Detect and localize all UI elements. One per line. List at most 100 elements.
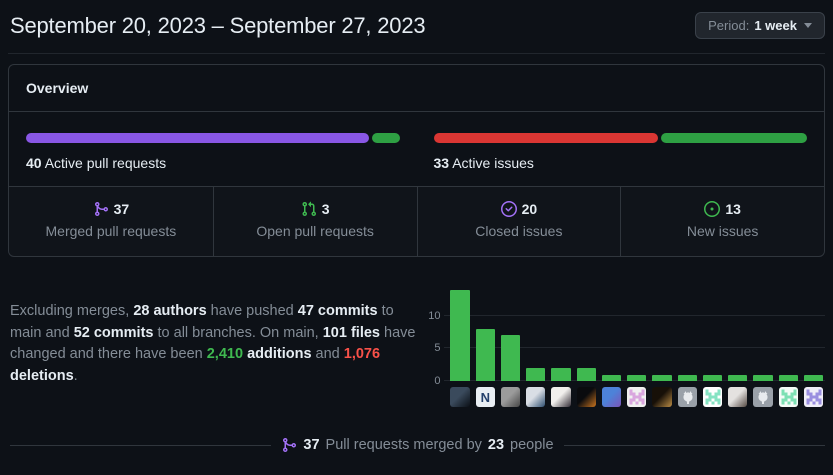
stat-merged-pull-requests[interactable]: 37 Merged pull requests	[9, 187, 213, 256]
chart-plot-area: 0 5 10	[424, 283, 825, 387]
text-segment: have changed and there have been	[10, 324, 416, 363]
pull-requests-progress-bar	[26, 133, 400, 143]
text-segment: Excluding merges,	[10, 303, 134, 319]
text-segment: 28 authors	[133, 303, 207, 319]
commit-count-bar	[728, 374, 748, 381]
commit-count-bar	[526, 367, 546, 381]
contributor-avatar[interactable]	[576, 387, 596, 407]
commit-count-bar	[753, 374, 773, 381]
chevron-down-icon	[804, 23, 812, 28]
text-segment: 52 commits	[73, 324, 154, 341]
contributor-avatar[interactable]: N	[475, 387, 495, 407]
contributor-avatar[interactable]	[551, 387, 571, 407]
activity-summary-paragraph: Excluding merges, 28 authors have pushed…	[8, 301, 424, 387]
stat-open-pull-requests[interactable]: 3 Open pull requests	[212, 187, 417, 256]
commit-count-bar	[450, 289, 470, 381]
git-pull-request-icon	[302, 201, 316, 217]
stat-label: Merged pull requests	[45, 223, 177, 239]
contributor-avatar[interactable]	[627, 387, 647, 407]
active-issues-block: 33 Active issues	[417, 112, 825, 186]
text-segment: 23	[487, 437, 505, 453]
stat-new-issues[interactable]: 13 New issues	[620, 187, 824, 256]
contributor-avatar[interactable]	[601, 387, 622, 407]
text-segment: 1,076	[343, 346, 381, 362]
active-issues-count: 33	[433, 155, 450, 171]
active-pull-requests-block: 40 Active pull requests	[9, 112, 417, 186]
pull-requests-merged-note: 37 Pull requests merged by 23 people	[271, 437, 563, 453]
text-segment: people	[510, 437, 554, 453]
text-segment: 101 files	[322, 324, 380, 341]
stat-closed-issues[interactable]: 20 Closed issues	[416, 187, 621, 256]
contributor-avatar[interactable]	[500, 387, 521, 407]
page-title: September 20, 2023 – September 27, 2023	[10, 12, 426, 38]
active-pull-requests-count: 40	[26, 155, 42, 171]
stat-label: Open pull requests	[256, 223, 374, 239]
contributor-avatar[interactable]	[652, 387, 672, 407]
text-segment: deletions	[10, 367, 74, 384]
progress-segment-open	[371, 133, 400, 143]
chart-gridline	[444, 314, 825, 316]
contributor-avatar[interactable]	[450, 387, 470, 407]
overview-stats-row: 37 Merged pull requests 3 Open pull requ…	[9, 186, 824, 256]
contributor-avatar[interactable]	[753, 387, 773, 407]
contributor-avatar[interactable]	[778, 387, 798, 407]
contributor-avatar[interactable]	[803, 387, 823, 407]
stat-value: 3	[321, 201, 330, 217]
commits-per-author-chart: 0 5 10 N	[424, 283, 825, 407]
commit-count-bar	[778, 374, 798, 381]
commit-count-bar	[803, 374, 823, 381]
stat-value-row: 37	[93, 201, 130, 217]
commit-count-bar	[576, 367, 596, 381]
commit-count-bar	[627, 374, 647, 381]
issue-opened-icon	[704, 201, 721, 217]
divider-line-left	[10, 444, 272, 446]
git-merge-icon	[283, 438, 297, 452]
progress-segment-new	[660, 133, 807, 143]
commit-count-bar	[475, 328, 495, 381]
text-segment: 37	[303, 437, 320, 453]
contributor-avatar[interactable]	[526, 387, 546, 407]
stat-label: Closed issues	[475, 223, 563, 239]
text-segment: have pushed	[206, 303, 298, 319]
y-axis-tick-label: 0	[434, 375, 441, 387]
text-segment: to main and	[10, 303, 394, 341]
overview-progress-section: 40 Active pull requests 33 Active issues	[9, 112, 824, 186]
stat-value: 20	[521, 201, 538, 217]
activity-section: Excluding merges, 28 authors have pushed…	[8, 283, 825, 407]
git-merge-icon	[94, 202, 108, 216]
active-issues-label: 33 Active issues	[433, 155, 534, 171]
stat-value-row: 3	[301, 201, 330, 217]
issues-progress-bar	[433, 133, 807, 143]
chart-gridline	[444, 347, 825, 349]
y-axis-tick-label: 10	[428, 309, 441, 322]
stat-value: 37	[113, 201, 130, 217]
pull-requests-merged-divider: 37 Pull requests merged by 23 people	[10, 437, 825, 453]
commit-count-bar	[500, 335, 521, 381]
text-segment: additions	[247, 346, 312, 362]
page-header: September 20, 2023 – September 27, 2023 …	[8, 0, 825, 54]
progress-segment-closed	[433, 133, 658, 143]
overview-card: Overview 40 Active pull requests 33 Acti…	[8, 64, 825, 257]
contributor-avatar[interactable]	[677, 387, 697, 407]
contributor-avatar[interactable]	[728, 387, 748, 407]
text-segment: and	[311, 346, 344, 362]
commit-count-bar	[551, 367, 571, 381]
contributor-avatar[interactable]	[702, 387, 723, 407]
stat-value-row: 13	[704, 201, 741, 217]
text-segment: 2,410	[206, 346, 244, 362]
text-segment: to all branches. On main,	[153, 324, 323, 341]
contributor-avatars-row: N	[450, 387, 823, 407]
progress-segment-merged	[26, 133, 369, 143]
period-dropdown-button[interactable]: Period: 1 week	[695, 12, 825, 39]
period-label: Period:	[708, 18, 750, 33]
commit-count-bar	[702, 374, 723, 381]
stat-value-row: 20	[500, 201, 538, 217]
overview-card-title: Overview	[9, 65, 824, 112]
text-segment: 47 commits	[297, 303, 378, 319]
text-segment: .	[73, 367, 78, 384]
chart-bars	[450, 289, 823, 381]
period-value: 1 week	[754, 18, 797, 33]
active-pull-requests-label: 40 Active pull requests	[26, 155, 167, 171]
divider-line-right	[563, 444, 825, 446]
commit-count-bar	[677, 374, 697, 381]
